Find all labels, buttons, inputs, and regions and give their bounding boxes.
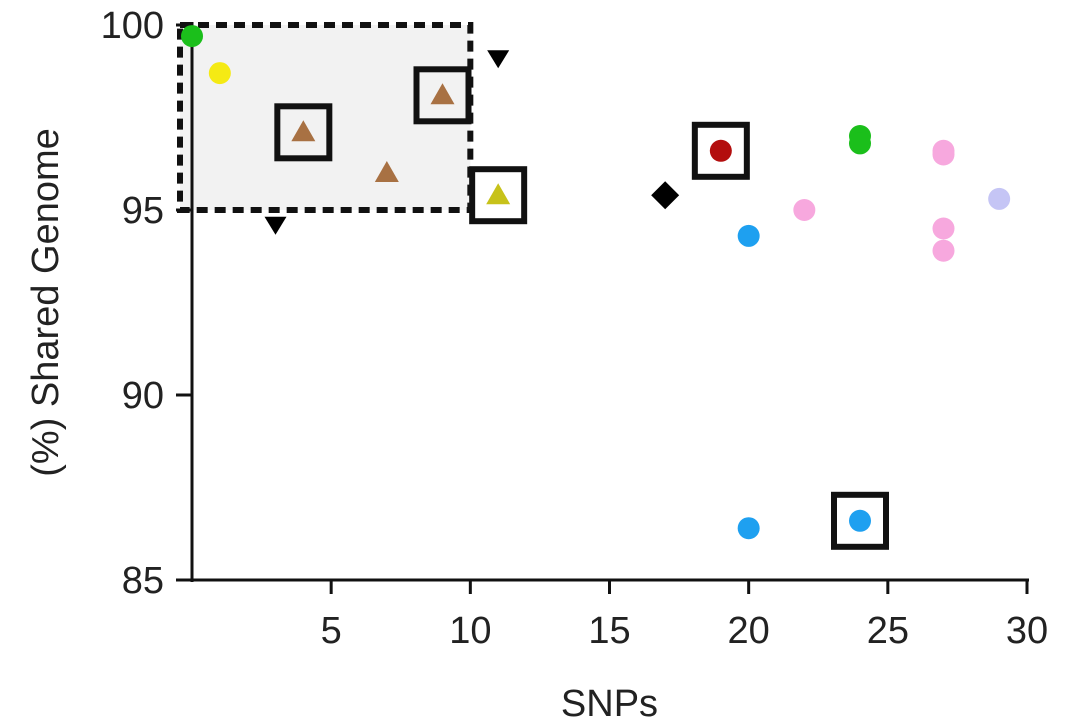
data-point-0 xyxy=(181,25,203,48)
x-tick-label-30: 30 xyxy=(1006,610,1048,652)
y-tick-label-100: 100 xyxy=(101,5,164,47)
highlight-region-layer xyxy=(177,22,474,213)
data-point-15 xyxy=(932,143,955,166)
data-point-6 xyxy=(487,50,510,69)
x-tick-label-20: 20 xyxy=(728,610,770,652)
y-tick-label-85: 85 xyxy=(122,560,164,602)
data-point-3 xyxy=(430,83,455,105)
data-point-18 xyxy=(988,187,1011,210)
data-point-2 xyxy=(291,120,316,142)
x-axis-label: SNPs xyxy=(561,683,658,725)
x-tick-label-10: 10 xyxy=(449,610,491,652)
data-point-16 xyxy=(932,217,955,240)
data-point-20 xyxy=(849,509,871,532)
x-tick-label-5: 5 xyxy=(321,610,342,652)
ticks-layer: 5 10 15 20 25 30 85 90 95 100 xyxy=(101,5,1049,652)
points-layer xyxy=(181,25,1011,550)
data-point-9 xyxy=(709,139,732,162)
highlight-region-box xyxy=(177,22,474,213)
data-point-5 xyxy=(486,183,511,205)
data-point-1 xyxy=(208,62,231,85)
data-point-19 xyxy=(737,517,760,540)
point-highlight-box-9 xyxy=(691,121,750,180)
x-tick-label-15: 15 xyxy=(588,610,630,652)
data-point-4 xyxy=(374,161,399,182)
data-point-10 xyxy=(737,224,760,247)
point-highlight-box-5 xyxy=(469,166,528,225)
y-tick-label-90: 90 xyxy=(122,375,164,417)
x-tick-label-25: 25 xyxy=(867,610,909,652)
point-highlight-box-20 xyxy=(831,491,889,550)
data-point-7 xyxy=(264,216,287,235)
data-point-11 xyxy=(793,199,816,221)
data-point-13 xyxy=(849,132,871,155)
y-axis-label: (%) Shared Genome xyxy=(25,128,67,477)
data-point-8 xyxy=(651,181,680,210)
data-point-17 xyxy=(932,239,955,262)
point-highlight-box-3 xyxy=(413,66,472,125)
y-tick-label-95: 95 xyxy=(122,190,164,232)
point-highlight-box-2 xyxy=(274,103,333,162)
